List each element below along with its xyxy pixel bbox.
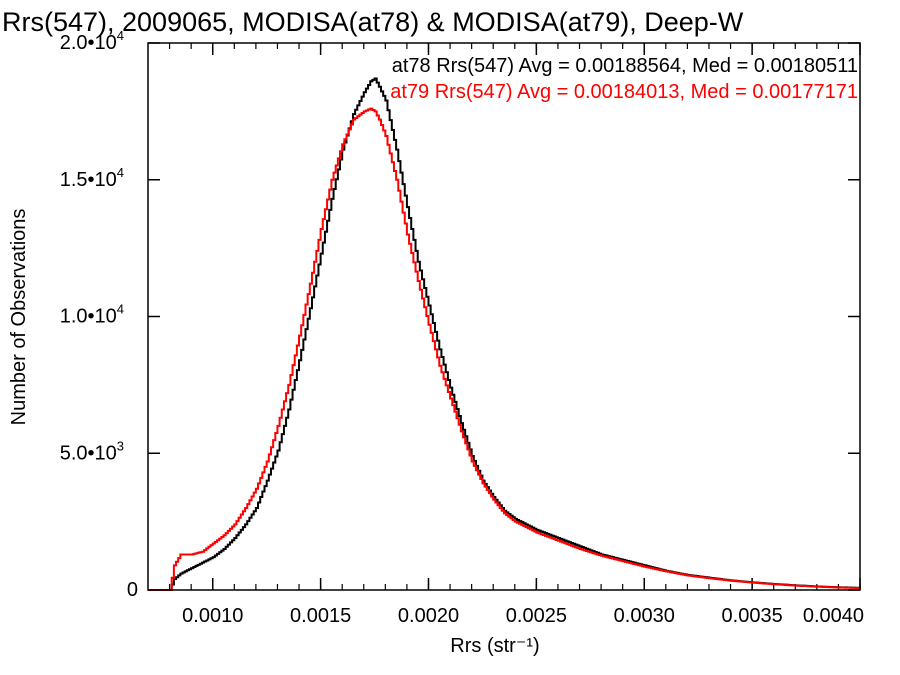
plot-frame	[147, 42, 861, 591]
series-line-at79	[148, 107, 861, 591]
y-tick-label: 2.0•104	[60, 28, 124, 54]
x-axis-ticks: 0.0010 0.0015 0.0020 0.0025 0.0030 0.0035 0.00…	[168, 43, 864, 627]
x-axis-title: Rrs (str⁻¹)	[450, 635, 539, 657]
y-tick-label: 0	[127, 579, 138, 601]
x-tick-label: 0.0035	[722, 605, 783, 627]
x-tick-label: 0.0040	[803, 605, 864, 627]
x-tick-label: 0.0030	[614, 605, 675, 627]
stat-annotation: at79 Rrs(547) Avg = 0.00184013, Med = 0.…	[390, 81, 858, 103]
stat-annotation: at78 Rrs(547) Avg = 0.00188564, Med = 0.…	[392, 55, 858, 77]
x-tick-label: 0.0015	[290, 605, 351, 627]
y-tick-label: 5.0•103	[60, 438, 124, 464]
y-axis-ticks: 0 5.0•103 1.0•104 1.5•104 2.0•104	[60, 28, 860, 601]
chart-title: Rrs(547), 2009065, MODISA(at78) & MODISA…	[2, 7, 744, 37]
stat-annotations: at78 Rrs(547) Avg = 0.00188564, Med = 0.…	[390, 55, 858, 103]
x-tick-label: 0.0020	[398, 605, 459, 627]
series-layer	[148, 77, 861, 591]
y-tick-label: 1.0•104	[60, 302, 124, 328]
x-tick-label: 0.0010	[182, 605, 243, 627]
y-tick-label: 1.5•104	[60, 165, 124, 191]
x-tick-label: 0.0025	[506, 605, 567, 627]
y-axis-title: Number of Observations	[8, 209, 30, 426]
